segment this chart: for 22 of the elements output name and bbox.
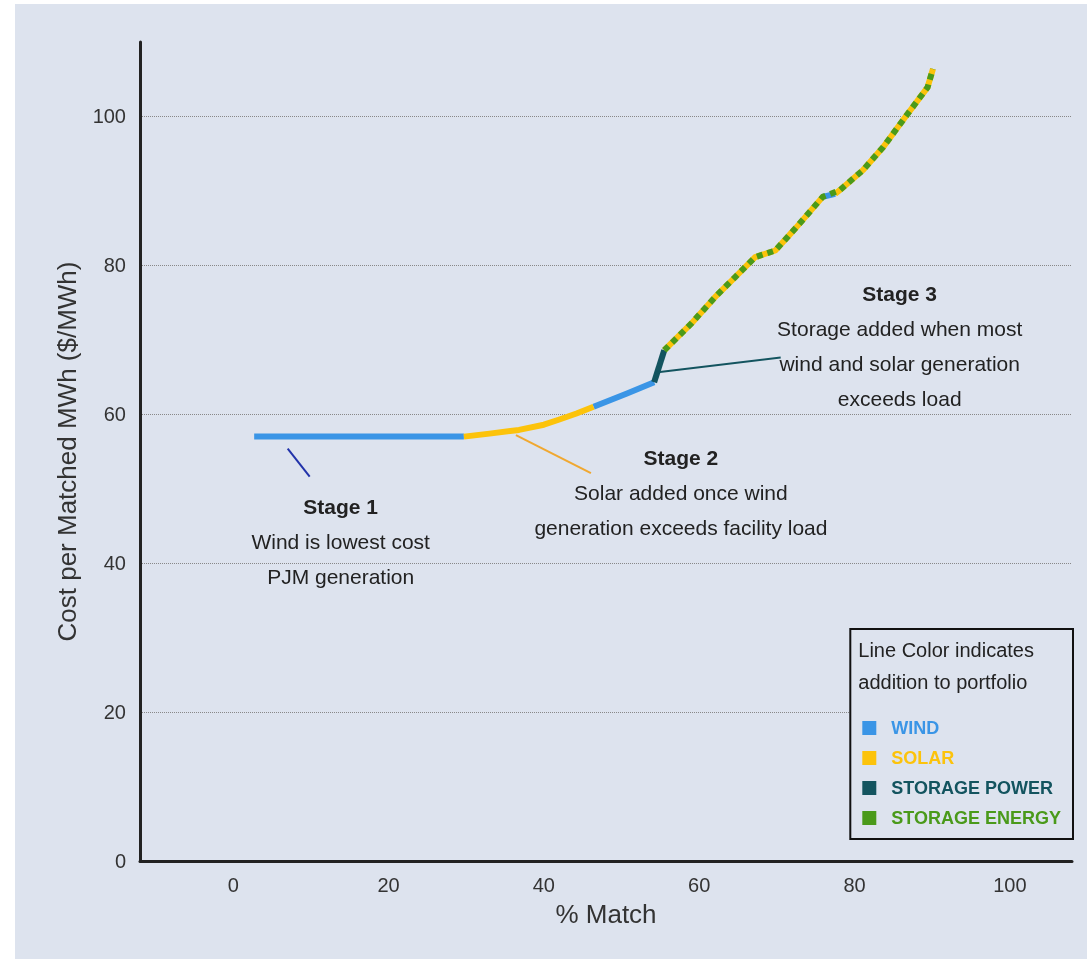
x-axis-title: % Match xyxy=(555,899,657,929)
x-tick-label: 60 xyxy=(688,874,711,896)
legend-title: Line Color indicates addition to portfolio xyxy=(858,638,1035,695)
annotation: Stage 3 Storage added when most wind and solar generation exceeds load xyxy=(777,280,1023,412)
legend-label: STORAGE POWER xyxy=(891,778,1053,798)
legend-label: WIND xyxy=(891,718,940,738)
y-tick-label: 60 xyxy=(103,403,126,426)
legend-label: STORAGE ENERGY xyxy=(891,808,1061,828)
x-tick-label: 40 xyxy=(532,874,555,896)
x-tick-label: 80 xyxy=(843,874,866,896)
y-tick-label: 20 xyxy=(103,701,126,724)
y-tick-label: 40 xyxy=(103,552,126,575)
y-tick-label: 80 xyxy=(103,254,126,277)
x-tick-label: 20 xyxy=(377,874,400,896)
x-tick-label: 100 xyxy=(993,874,1027,896)
y-tick-label: 100 xyxy=(92,105,126,128)
y-axis-title: Cost per Matched MWh ($/MWh) xyxy=(52,261,82,642)
annotation: Stage 1 Wind is lowest cost PJM generation xyxy=(251,493,430,590)
x-tick-label: 0 xyxy=(227,874,239,896)
y-tick-label: 0 xyxy=(114,850,126,872)
annotation: Stage 2 Solar added once wind generation exceeds facility load xyxy=(534,445,828,542)
legend-label: SOLAR xyxy=(891,748,955,768)
